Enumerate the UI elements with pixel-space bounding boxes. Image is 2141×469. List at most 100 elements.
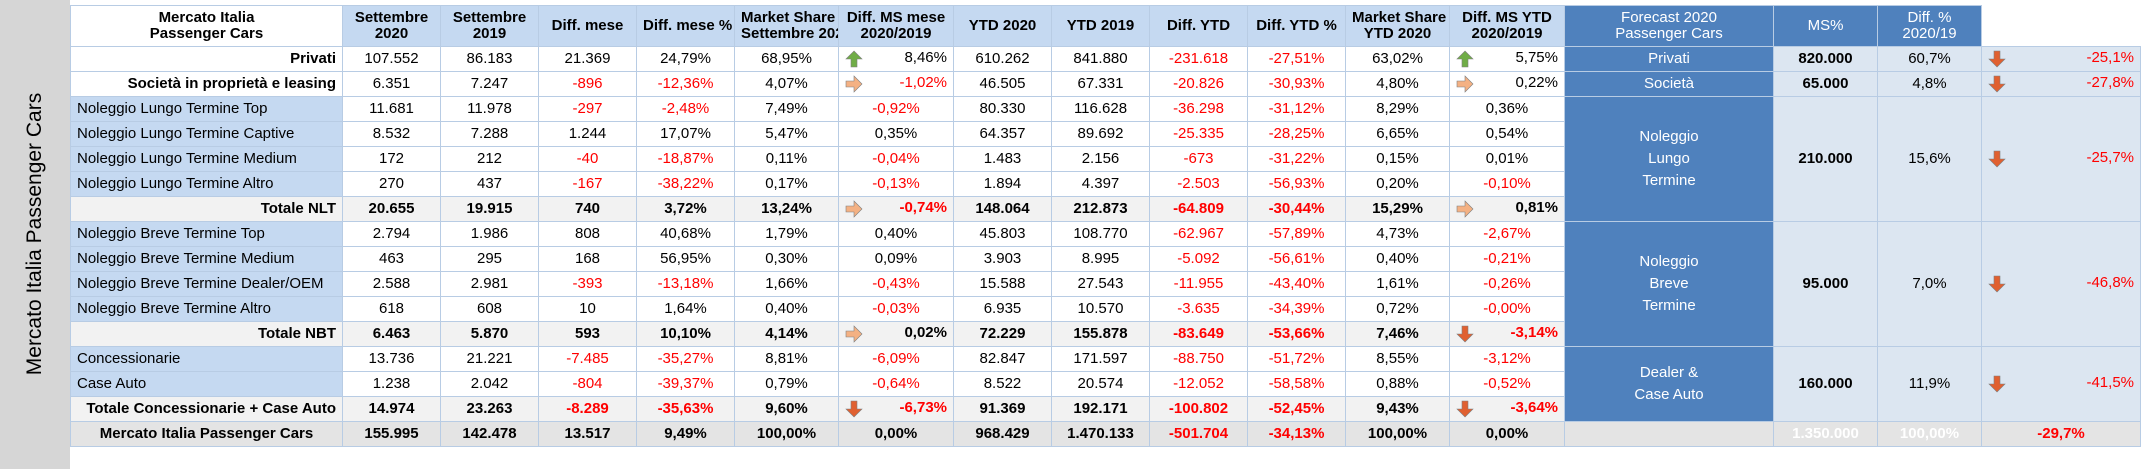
forecast-diff: -41,5% xyxy=(1981,346,2141,422)
cell-value: 17,07% xyxy=(660,125,711,142)
cell-diff-ytd: -62.967 xyxy=(1149,221,1248,247)
cell-ms-ytd-2020: 8,29% xyxy=(1345,96,1450,122)
cell-value: 8.522 xyxy=(983,375,1022,392)
cell-value: Noleggio Breve Termine Top xyxy=(77,225,265,242)
cell-value: Noleggio Lungo Termine Medium xyxy=(77,150,297,167)
cell-value: Mercato Italia Passenger Cars xyxy=(99,425,314,442)
cell-diff-ms-ytd: -3,64% xyxy=(1449,396,1565,422)
cell-value: 21.369 xyxy=(564,50,611,67)
cell-value: 23.263 xyxy=(466,400,513,417)
cell-value: 4,07% xyxy=(765,75,808,92)
cell-value: 7,46% xyxy=(1376,325,1419,342)
row-nbt-medium: Noleggio Breve Termine Medium 463 295 168 56… xyxy=(70,246,2141,272)
cell-value: 841.880 xyxy=(1073,50,1128,67)
cell-value: 5.870 xyxy=(470,325,509,342)
cell-diff-ms-mese: 0,40% xyxy=(838,221,954,247)
cell-value: 593 xyxy=(574,325,601,342)
cell-ytd-2019: 2.156 xyxy=(1051,146,1150,172)
cell-value: 172 xyxy=(378,150,405,167)
cell-settembre-2019: 2.042 xyxy=(440,371,539,397)
cell-label: Concessionarie xyxy=(70,346,343,372)
cell-value: 608 xyxy=(476,300,503,317)
cell-value: 1.986 xyxy=(470,225,509,242)
arrow-down-icon xyxy=(1988,50,2006,68)
cell-value: 8,81% xyxy=(765,350,808,367)
cell-ytd-2020: 45.803 xyxy=(953,221,1052,247)
cell-ytd-2020: 610.262 xyxy=(953,46,1052,72)
cell-diff-ms-ytd: -3,12% xyxy=(1449,346,1565,372)
cell-diff-ms-ytd: 0,01% xyxy=(1449,146,1565,172)
cell-settembre-2019: 11.978 xyxy=(440,96,539,122)
cell-diff-mese: -297 xyxy=(538,96,637,122)
cell-value: 5,75% xyxy=(1515,49,1558,66)
cell-diff-ms-ytd: -0,52% xyxy=(1449,371,1565,397)
cell-value: 2.588 xyxy=(372,275,411,292)
cell-diff-ms-ytd: 0,81% xyxy=(1449,196,1565,222)
cell-value: 0,54% xyxy=(1485,125,1529,142)
forecast-value: 65.000 xyxy=(1773,71,1878,97)
row-concessionarie: Concessionarie 13.736 21.221 -7.485 -35,27% 8… xyxy=(70,346,2141,422)
cell-value: -51,72% xyxy=(1268,350,1325,367)
cell-value: 0,40% xyxy=(765,300,808,317)
cell-value: 155.878 xyxy=(1073,325,1128,342)
arrow-down-icon xyxy=(1988,75,2006,93)
cell-value: 13.517 xyxy=(564,425,611,442)
cell-value: 80.330 xyxy=(979,100,1026,117)
cell-value: 0,02% xyxy=(904,324,947,341)
cell-value: 0,20% xyxy=(1376,175,1419,192)
forecast-diff: -25,7% xyxy=(1981,96,2141,222)
cell-diff-mese: -40 xyxy=(538,146,637,172)
cell-value: 8,46% xyxy=(904,49,947,66)
cell-value: 10 xyxy=(579,300,596,317)
cell-settembre-2019: 7.288 xyxy=(440,121,539,147)
cell-ytd-2019: 171.597 xyxy=(1051,346,1150,372)
cell-settembre-2019: 86.183 xyxy=(440,46,539,72)
cell-value: -896 xyxy=(572,75,603,92)
cell-value: -20.826 xyxy=(1173,75,1224,92)
cell-settembre-2019: 19.915 xyxy=(440,196,539,222)
side-label-band: Mercato Italia Passenger Cars xyxy=(0,0,70,469)
forecast-value: 160.000 xyxy=(1773,346,1878,422)
cell-label: Noleggio Breve Termine Dealer/OEM xyxy=(70,271,343,297)
cell-value: -40 xyxy=(576,150,599,167)
cell-diff-ytd-pct: -56,61% xyxy=(1247,246,1346,272)
forecast-value: 95.000 xyxy=(1773,221,1878,347)
forecast-ms: 7,0% xyxy=(1877,221,1982,347)
cell-ms-ytd-2020: 9,43% xyxy=(1345,396,1450,422)
cell-value: 107.552 xyxy=(364,50,419,67)
cell-settembre-2020: 6.351 xyxy=(342,71,441,97)
cell-value: -62.967 xyxy=(1173,225,1224,242)
cell-value: -34,39% xyxy=(1268,300,1325,317)
cell-value: Noleggio Lungo Termine Captive xyxy=(77,125,295,142)
cell-value: -1,02% xyxy=(899,74,947,91)
cell-diff-ms-mese: -0,03% xyxy=(838,296,954,322)
cell-value: 212.873 xyxy=(1073,200,1128,217)
cell-diff-ms-ytd: 0,22% xyxy=(1449,71,1565,97)
cell-ms-ytd-2020: 100,00% xyxy=(1345,421,1450,447)
cell-diff-ytd-pct: -34,13% xyxy=(1247,421,1346,447)
cell-value: 89.692 xyxy=(1077,125,1124,142)
cell-diff-mese-pct: -38,22% xyxy=(636,171,735,197)
cell-value: 0,36% xyxy=(1485,100,1529,117)
cell-diff-mese-pct: -35,27% xyxy=(636,346,735,372)
cell-value: 212 xyxy=(476,150,503,167)
cell-value: 15.588 xyxy=(979,275,1026,292)
cell-diff-mese: 1.244 xyxy=(538,121,637,147)
cell-diff-ytd-pct: -34,39% xyxy=(1247,296,1346,322)
cell-diff-ms-ytd: -0,21% xyxy=(1449,246,1565,272)
cell-value: -2,67% xyxy=(1483,225,1531,242)
cell-settembre-2019: 23.263 xyxy=(440,396,539,422)
cell-diff-ytd: -3.635 xyxy=(1149,296,1248,322)
cell-value: 0,11% xyxy=(765,150,808,167)
row-nlt-medium: Noleggio Lungo Termine Medium 172 212 -40 -1… xyxy=(70,146,2141,172)
header-diff-mese-pct: Diff. mese % xyxy=(636,5,735,47)
cell-value: 9,49% xyxy=(664,425,707,442)
row-nbt-dealer: Noleggio Breve Termine Dealer/OEM 2.588 2.… xyxy=(70,271,2141,297)
cell-ms-settembre-2020: 13,24% xyxy=(734,196,839,222)
cell-value: 437 xyxy=(476,175,503,192)
market-table: Mercato Italia Passenger Cars Settembre 20… xyxy=(70,5,2141,447)
cell-diff-mese-pct: 56,95% xyxy=(636,246,735,272)
cell-value: 0,81% xyxy=(1515,199,1558,216)
forecast-total-diff: -29,7% xyxy=(1981,421,2141,447)
cell-value: 4,73% xyxy=(1376,225,1419,242)
